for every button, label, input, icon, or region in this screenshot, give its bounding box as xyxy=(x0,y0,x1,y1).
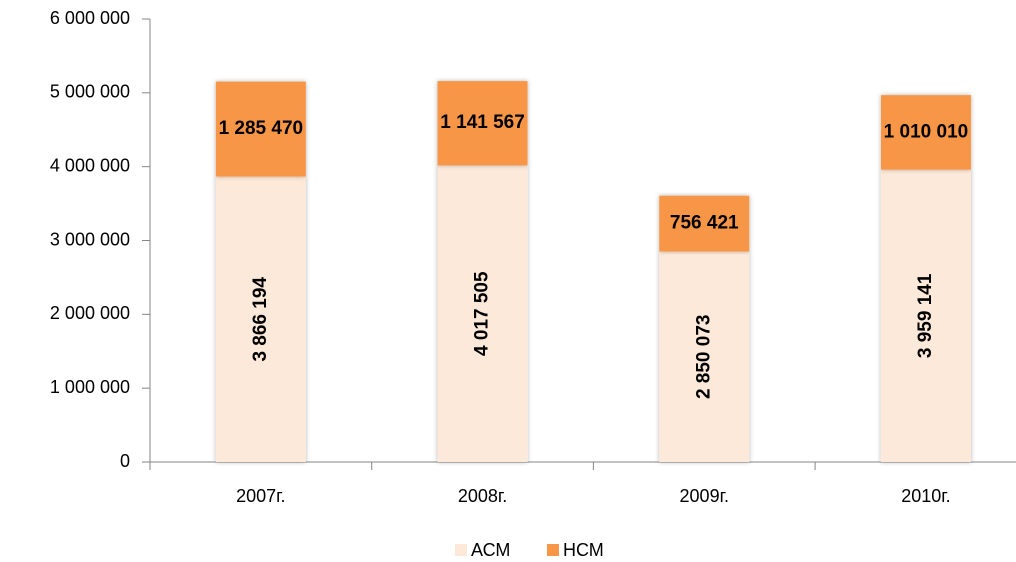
y-tick-label: 5 000 000 xyxy=(50,82,130,102)
legend-label: АСМ xyxy=(471,540,510,560)
legend-swatch xyxy=(547,544,559,556)
legend-swatch xyxy=(455,544,467,556)
y-tick-label: 3 000 000 xyxy=(50,229,130,249)
bar-segment xyxy=(659,195,750,252)
value-label: 1 141 567 xyxy=(440,112,525,133)
x-tick-label: 2007г. xyxy=(236,486,285,506)
x-tick-label: 2009г. xyxy=(680,486,729,506)
value-label: 3 959 141 xyxy=(915,273,936,358)
legend-label: НСМ xyxy=(563,540,604,560)
bar-segment xyxy=(880,169,971,463)
value-label: 4 017 505 xyxy=(472,271,493,356)
x-tick-label: 2008г. xyxy=(458,486,507,506)
bar-segment xyxy=(880,95,971,170)
value-label: 1 285 470 xyxy=(219,118,304,139)
bar-segment xyxy=(659,251,750,462)
bar-segment xyxy=(215,176,306,462)
bar-segment xyxy=(437,165,528,462)
y-tick-label: 4 000 000 xyxy=(50,155,130,175)
bar-segment xyxy=(215,81,306,177)
y-tick-label: 0 xyxy=(120,451,130,471)
x-tick-label: 2010г. xyxy=(901,486,950,506)
y-tick-label: 6 000 000 xyxy=(50,8,130,28)
value-label: 3 866 194 xyxy=(250,277,271,362)
y-tick-label: 2 000 000 xyxy=(50,303,130,323)
value-label: 1 010 010 xyxy=(884,121,969,142)
bar-segment xyxy=(437,81,528,166)
y-tick-label: 1 000 000 xyxy=(50,377,130,397)
value-label: 756 421 xyxy=(670,213,739,234)
value-label: 2 850 073 xyxy=(693,315,714,400)
